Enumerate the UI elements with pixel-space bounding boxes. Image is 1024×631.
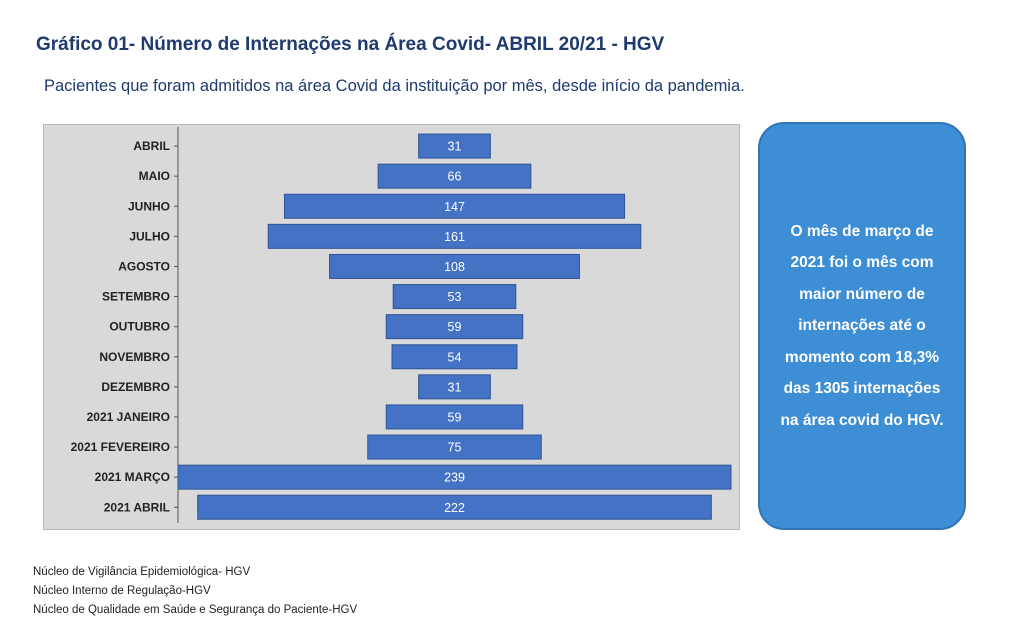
category-label: 2021 ABRIL <box>104 500 170 514</box>
bar-value-label: 147 <box>444 200 465 214</box>
footer-line: Núcleo Interno de Regulação-HGV <box>33 585 211 597</box>
category-label: AGOSTO <box>118 259 170 273</box>
bar <box>329 253 580 279</box>
bar-value-label: 108 <box>444 260 465 274</box>
bar <box>367 434 542 460</box>
footer-credits: Núcleo de Vigilância Epidemiológica- HGV… <box>33 563 357 620</box>
category-label: 2021 FEVEREIRO <box>71 440 170 454</box>
category-label: SETEMBRO <box>102 290 170 304</box>
chart-title: Gráfico 01- Número de Internações na Áre… <box>36 34 665 55</box>
callout-text: O mês de março de 2021 foi o mês com mai… <box>780 222 944 429</box>
bar <box>392 284 517 310</box>
category-label: DEZEMBRO <box>101 380 170 394</box>
bar <box>418 374 491 400</box>
bar <box>283 193 626 219</box>
bar <box>177 464 732 490</box>
funnel-bar-chart: ABRIL 31 MAIO 66 JUNHO 147 JULHO 161 AGOSTO 108 SE… <box>71 127 732 523</box>
category-label: OUTUBRO <box>109 320 170 334</box>
footer-line: Núcleo de Qualidade em Saúde e Segurança… <box>33 604 358 616</box>
bar-value-label: 31 <box>448 140 462 154</box>
chart-subtitle: Pacientes que foram admitidos na área Co… <box>44 77 745 95</box>
bar-value-label: 66 <box>448 170 462 184</box>
bar <box>418 133 491 159</box>
category-label: NOVEMBRO <box>99 350 170 364</box>
bar-value-label: 239 <box>444 471 465 485</box>
footer-line: Núcleo de Vigilância Epidemiológica- HGV <box>33 566 251 578</box>
bar <box>385 314 524 340</box>
bar <box>385 404 524 430</box>
highlight-callout: O mês de março de 2021 foi o mês com mai… <box>758 122 966 530</box>
category-label: MAIO <box>139 169 170 183</box>
bar-value-label: 53 <box>448 290 462 304</box>
category-label: ABRIL <box>133 139 170 153</box>
bar <box>391 344 518 370</box>
category-label: JULHO <box>129 229 170 243</box>
category-label: 2021 MARÇO <box>95 470 170 484</box>
bar-value-label: 31 <box>448 380 462 394</box>
bar-value-label: 222 <box>444 501 465 515</box>
bar-value-label: 59 <box>448 410 462 424</box>
bar <box>197 494 712 520</box>
bar-value-label: 54 <box>448 350 462 364</box>
category-label: JUNHO <box>128 199 170 213</box>
category-label: 2021 JANEIRO <box>87 410 170 424</box>
bar-value-label: 75 <box>448 441 462 455</box>
bar <box>267 223 642 249</box>
bar <box>377 163 532 189</box>
bar-value-label: 161 <box>444 230 465 244</box>
bar-value-label: 59 <box>448 320 462 334</box>
chart-area: ABRIL 31 MAIO 66 JUNHO 147 JULHO 161 AGOSTO 108 SE… <box>43 124 740 530</box>
